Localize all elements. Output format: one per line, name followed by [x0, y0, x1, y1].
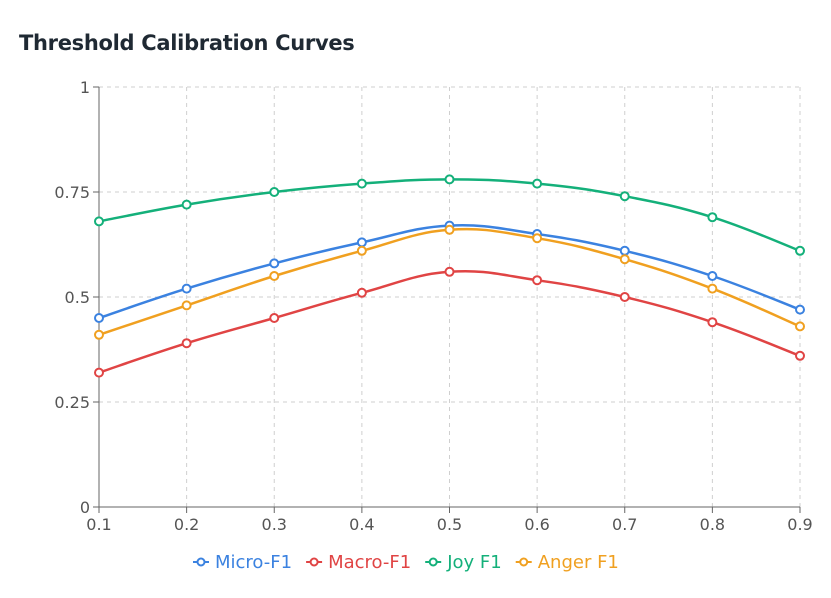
- y-tick-label: 0: [80, 498, 90, 517]
- x-tick-label: 0.6: [524, 515, 549, 534]
- grid-lines: [98, 86, 801, 508]
- data-point[interactable]: [707, 271, 718, 281]
- series-anger-f1: [94, 224, 805, 340]
- data-point[interactable]: [532, 233, 543, 244]
- x-tick-label: 0.8: [700, 515, 725, 534]
- legend-label: Joy F1: [446, 552, 502, 573]
- data-point[interactable]: [795, 350, 805, 361]
- data-point[interactable]: [619, 191, 630, 202]
- data-point[interactable]: [795, 304, 805, 315]
- data-point[interactable]: [619, 254, 630, 265]
- series-macro-f1: [94, 266, 805, 378]
- legend-label: Anger F1: [538, 552, 619, 573]
- x-tick-label: 0.4: [349, 515, 374, 534]
- legend-item-macro-f1[interactable]: Macro-F1: [306, 552, 411, 573]
- y-tick-label: 0.5: [65, 288, 90, 307]
- data-point[interactable]: [94, 367, 104, 378]
- data-point[interactable]: [181, 199, 192, 210]
- data-point[interactable]: [356, 245, 367, 256]
- x-tick-label: 0.7: [612, 515, 637, 534]
- data-point[interactable]: [94, 313, 104, 323]
- x-tick-label: 0.2: [174, 515, 199, 534]
- data-point[interactable]: [356, 237, 367, 248]
- x-tick-label: 0.5: [437, 515, 462, 534]
- data-point[interactable]: [181, 283, 192, 294]
- data-point[interactable]: [444, 224, 455, 235]
- legend-item-joy-f1[interactable]: Joy F1: [425, 552, 502, 573]
- y-tick-label: 1: [80, 78, 90, 97]
- data-point[interactable]: [619, 292, 630, 302]
- legend-item-micro-f1[interactable]: Micro-F1: [193, 552, 292, 573]
- legend[interactable]: Micro-F1 Macro-F1 Joy F1 Anger F1: [193, 552, 619, 573]
- data-point[interactable]: [619, 245, 630, 256]
- data-point[interactable]: [356, 287, 367, 298]
- data-point[interactable]: [181, 300, 192, 311]
- data-point[interactable]: [94, 216, 104, 227]
- data-point[interactable]: [707, 212, 718, 223]
- y-tick-label: 0.25: [54, 393, 90, 412]
- legend-marker: [519, 557, 529, 567]
- legend-marker: [196, 557, 206, 567]
- series-group: [94, 174, 805, 378]
- x-tick-label: 0.9: [787, 515, 812, 534]
- y-tick-label: 0.75: [54, 183, 90, 202]
- legend-marker: [428, 557, 438, 567]
- legend-label: Micro-F1: [215, 552, 292, 573]
- chart-title: Threshold Calibration Curves: [19, 31, 355, 55]
- data-point[interactable]: [94, 329, 104, 340]
- data-point[interactable]: [356, 178, 367, 189]
- data-point[interactable]: [269, 313, 280, 323]
- series-joy-f1: [94, 174, 805, 256]
- legend-marker: [309, 557, 319, 567]
- data-point[interactable]: [532, 275, 543, 286]
- axes: 0 0.25 0.5 0.75 1 0.1 0.2 0.3 0.4 0.5 0.6 0.7 0.8 0.9: [54, 78, 812, 534]
- data-point[interactable]: [269, 187, 280, 197]
- data-point[interactable]: [444, 266, 455, 277]
- legend-item-anger-f1[interactable]: Anger F1: [515, 552, 619, 573]
- legend-label: Macro-F1: [328, 552, 411, 573]
- data-point[interactable]: [269, 271, 280, 281]
- data-point[interactable]: [181, 338, 192, 349]
- data-point[interactable]: [795, 245, 805, 256]
- data-point[interactable]: [532, 178, 543, 189]
- x-tick-label: 0.3: [262, 515, 287, 534]
- data-point[interactable]: [795, 321, 805, 332]
- data-point[interactable]: [444, 174, 455, 185]
- x-tick-label: 0.1: [86, 515, 111, 534]
- data-point[interactable]: [707, 317, 718, 328]
- data-point[interactable]: [707, 283, 718, 294]
- data-point[interactable]: [269, 258, 280, 269]
